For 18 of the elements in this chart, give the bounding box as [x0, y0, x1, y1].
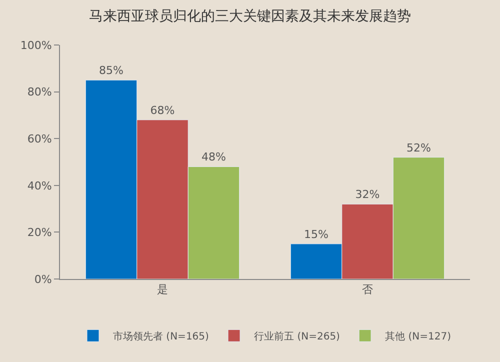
y-tick-label: 100% [20, 38, 52, 52]
x-tick-label: 否 [362, 283, 373, 296]
y-tick-label: 0% [34, 272, 52, 286]
x-tick-label: 是 [157, 283, 168, 296]
y-tick-label: 20% [27, 226, 52, 240]
legend-label: 其他 (N=127) [385, 330, 452, 343]
data-label: 15% [304, 228, 328, 241]
data-label: 48% [202, 150, 226, 164]
y-tick-label: 80% [27, 86, 52, 99]
y-tick-label: 40% [27, 179, 52, 192]
y-tick-label: 60% [27, 132, 52, 146]
legend-label: 行业前五 (N=265) [254, 330, 340, 343]
data-label: 68% [150, 104, 175, 117]
legend-label: 市场领先者 (N=165) [113, 330, 210, 343]
data-label: 32% [355, 188, 380, 202]
chart-title: 马来西亚球员归化的三大关键因素及其未来发展趋势 [89, 8, 411, 25]
data-label: 52% [406, 141, 431, 154]
data-label: 85% [99, 64, 124, 78]
